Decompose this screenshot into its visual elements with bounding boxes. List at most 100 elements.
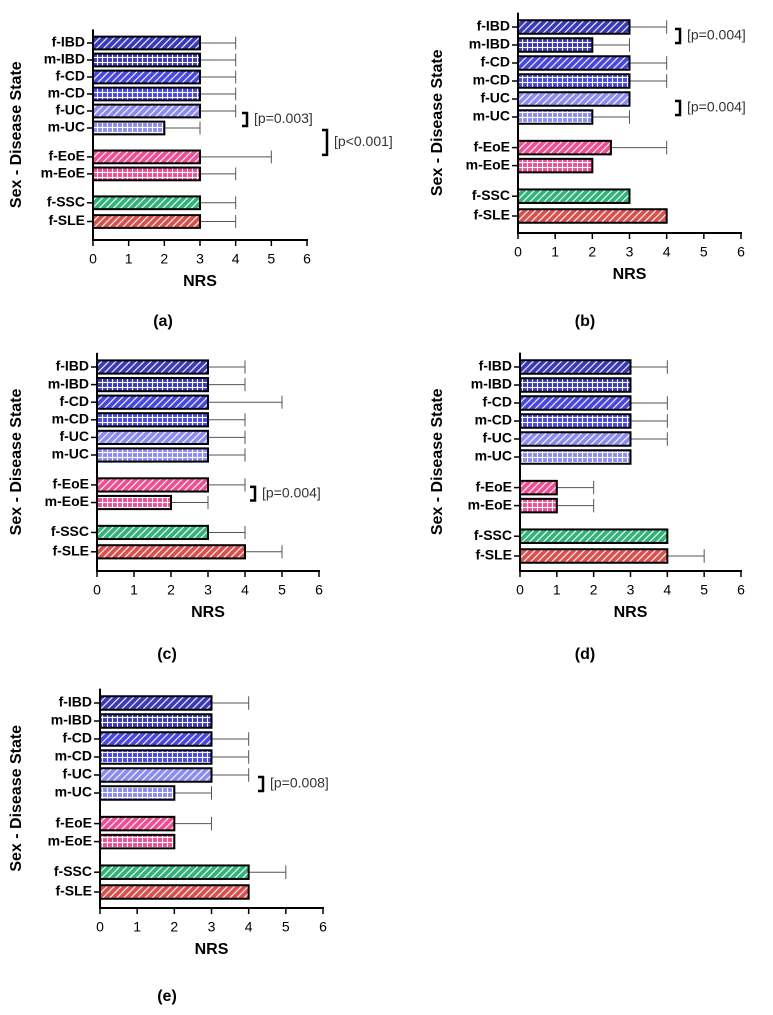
category-label: f-CD	[62, 730, 92, 746]
x-tick-label: 4	[663, 244, 671, 260]
significance-bracket	[675, 99, 682, 117]
category-label: f-CD	[480, 54, 510, 70]
significance-bracket	[258, 775, 265, 793]
y-axis-label: Sex - Disease State	[8, 725, 25, 872]
x-axis-label: NRS	[183, 273, 217, 290]
x-tick-label: 5	[700, 244, 708, 260]
bar	[517, 73, 631, 89]
bar	[96, 377, 209, 393]
category-label: f-SSC	[474, 527, 512, 543]
category-label: m-CD	[55, 748, 92, 764]
category-label: m-IBD	[471, 376, 512, 392]
bar	[92, 149, 201, 165]
bar	[92, 52, 201, 68]
category-label: f-SSC	[54, 863, 92, 879]
category-label: f-SSC	[472, 187, 510, 203]
category-label: f-SLE	[48, 212, 85, 228]
category-label: m-EoE	[468, 496, 512, 512]
bar	[519, 548, 669, 564]
bar	[517, 208, 668, 224]
bar	[519, 413, 632, 429]
bar	[99, 695, 213, 711]
x-tick-label: 1	[130, 582, 138, 598]
category-label: m-EoE	[48, 832, 92, 848]
bar	[92, 86, 201, 102]
significance-bracket	[242, 111, 249, 128]
bar	[517, 55, 631, 71]
x-tick-label: 0	[89, 251, 97, 267]
bar	[92, 35, 201, 51]
x-tick-label: 3	[196, 251, 204, 267]
bar	[517, 19, 631, 35]
x-axis-label: NRS	[195, 941, 229, 958]
category-label: f-UC	[59, 428, 89, 444]
category-label: f-IBD	[479, 358, 512, 374]
category-label: m-EoE	[45, 493, 89, 509]
x-tick-label: 5	[700, 582, 708, 598]
category-label: f-UC	[482, 430, 512, 446]
category-label: m-IBD	[44, 51, 85, 67]
category-label: f-EoE	[55, 814, 92, 830]
significance-label: [p=0.004]	[262, 484, 321, 500]
bar	[99, 731, 213, 747]
x-tick-label: 3	[626, 244, 634, 260]
x-tick-label: 3	[204, 582, 212, 598]
x-tick-label: 6	[319, 919, 327, 935]
category-label: m-CD	[475, 412, 512, 428]
panel-label: (e)	[157, 988, 177, 1005]
panel-label: (a)	[153, 313, 173, 330]
x-axis-label: NRS	[191, 604, 225, 621]
x-tick-label: 2	[170, 919, 178, 935]
bar	[96, 447, 209, 463]
y-axis-label: Sex - Disease State	[429, 388, 446, 535]
category-label: f-CD	[482, 394, 512, 410]
category-label: m-UC	[48, 119, 85, 135]
x-tick-label: 3	[627, 582, 635, 598]
category-label: m-CD	[473, 72, 510, 88]
bar	[96, 477, 209, 493]
category-label: f-IBD	[59, 694, 92, 710]
x-tick-label: 3	[208, 919, 216, 935]
x-axis-label: NRS	[613, 266, 647, 283]
x-tick-label: 4	[245, 919, 253, 935]
x-tick-label: 2	[590, 582, 598, 598]
category-label: f-CD	[55, 68, 85, 84]
x-tick-label: 0	[516, 582, 524, 598]
significance-label: [p=0.004]	[687, 27, 746, 43]
x-axis-label: NRS	[614, 604, 648, 621]
x-tick-label: 6	[303, 251, 311, 267]
x-tick-label: 5	[267, 251, 275, 267]
bar	[96, 544, 246, 560]
bar	[92, 69, 201, 85]
bar	[96, 394, 209, 410]
x-tick-label: 0	[514, 244, 522, 260]
category-label: f-UC	[480, 90, 510, 106]
category-label: f-IBD	[52, 34, 85, 50]
category-label: f-SLE	[55, 883, 92, 899]
bar	[99, 713, 213, 729]
category-label: f-SLE	[475, 547, 512, 563]
y-axis-label: Sex - Disease State	[8, 61, 25, 208]
x-tick-label: 2	[588, 244, 596, 260]
x-tick-label: 1	[551, 244, 559, 260]
category-label: f-SSC	[51, 523, 89, 539]
bar	[519, 395, 632, 411]
category-label: f-EoE	[52, 476, 89, 492]
bar	[92, 214, 201, 229]
bar	[519, 431, 632, 447]
bar	[517, 109, 594, 125]
significance-label: [p=0.004]	[687, 99, 746, 115]
category-label: f-EoE	[473, 138, 510, 154]
bar	[519, 359, 632, 375]
x-tick-label: 4	[241, 582, 249, 598]
bar	[517, 91, 631, 107]
panel-label: (b)	[575, 313, 595, 330]
category-label: f-EoE	[475, 478, 512, 494]
bar	[517, 157, 594, 174]
bar	[99, 785, 176, 801]
bar	[96, 359, 209, 375]
bar	[96, 494, 172, 511]
bar	[99, 864, 250, 880]
significance-label: [p=0.008]	[270, 775, 329, 791]
bar	[92, 120, 166, 136]
